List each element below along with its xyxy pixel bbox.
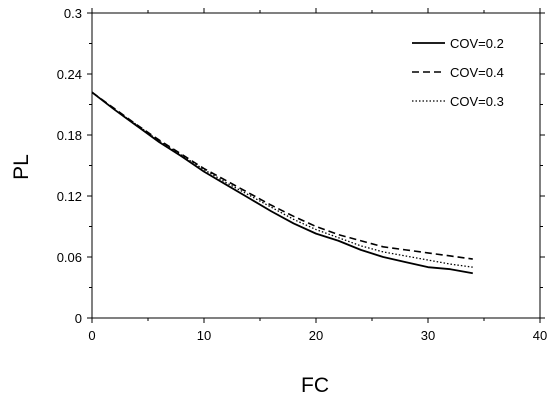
y-tick-label: 0.3 xyxy=(64,6,82,21)
series-line-0 xyxy=(91,91,473,275)
legend-label-0: COV=0.2 xyxy=(450,36,504,51)
legend-label-2: COV=0.3 xyxy=(450,94,504,109)
x-tick-label: 30 xyxy=(421,328,435,343)
y-tick-label: 0.12 xyxy=(57,189,82,204)
x-axis-title: FC xyxy=(301,374,329,397)
series-line-2 xyxy=(91,91,473,268)
legend-label-1: COV=0.4 xyxy=(450,65,504,80)
x-tick-label: 0 xyxy=(88,328,95,343)
x-tick-label: 40 xyxy=(533,328,547,343)
y-tick-label: 0.24 xyxy=(57,67,82,82)
series-line-1 xyxy=(91,91,473,260)
plot-area-border xyxy=(91,12,541,319)
x-tick-label: 20 xyxy=(309,328,323,343)
y-tick-label: 0 xyxy=(75,311,82,326)
y-axis-title: PL xyxy=(10,154,33,180)
x-tick-label: 10 xyxy=(197,328,211,343)
y-tick-label: 0.06 xyxy=(57,250,82,265)
y-tick-label: 0.18 xyxy=(57,128,82,143)
